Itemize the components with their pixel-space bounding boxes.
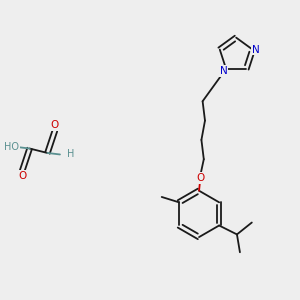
Text: O: O bbox=[196, 173, 204, 183]
Text: O: O bbox=[51, 120, 59, 130]
Text: HO: HO bbox=[4, 142, 19, 152]
Text: O: O bbox=[18, 171, 26, 181]
Text: H: H bbox=[67, 149, 74, 160]
Text: N: N bbox=[220, 66, 228, 76]
Text: N: N bbox=[252, 45, 260, 55]
